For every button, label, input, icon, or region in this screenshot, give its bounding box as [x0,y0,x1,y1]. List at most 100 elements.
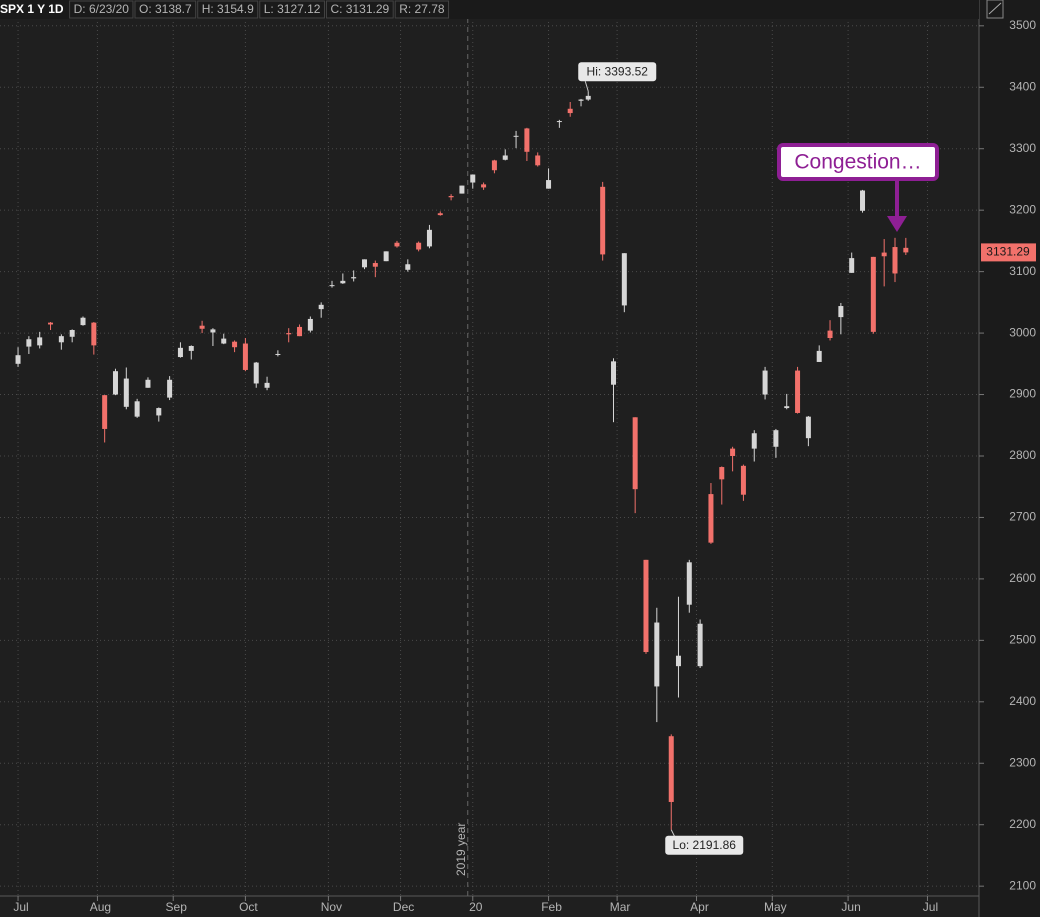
header-field: H: 3154.9 [202,2,254,16]
candle-body [37,337,43,346]
header-field-box [259,0,325,19]
candle-body [491,160,497,171]
candle-body [708,494,714,543]
candle-body [697,623,703,667]
candle-body [578,99,584,101]
y-tick-label: 3500 [1009,18,1036,32]
header-field: D: 6/23/20 [74,2,130,16]
y-tick-label: 2900 [1009,387,1036,401]
candle-body [751,433,757,449]
y-tick-label: 2800 [1009,448,1036,462]
candle-body [372,263,378,267]
lo-label: Lo: 2191.86 [673,838,737,852]
candle-body [242,343,248,370]
candle-body [307,318,313,331]
hi-leader [584,81,589,92]
y-tick-label: 2600 [1009,571,1036,585]
candle-body [740,465,746,495]
candle-body [123,378,129,407]
candle-body [524,128,530,152]
header-field: R: 27.78 [399,2,445,16]
candle-body [91,322,97,346]
candle-body [69,330,75,337]
y-axis-panel [979,0,1040,917]
candle-body [15,355,21,364]
candle-body [394,242,400,247]
x-tick-label: Sep [166,900,188,914]
y-tick-label: 3300 [1009,141,1036,155]
x-tick-label: Mar [610,900,631,914]
candle-body [286,333,292,335]
candle-body [102,395,108,429]
candle-body [668,736,674,802]
header-field: L: 3127.12 [264,2,321,16]
candle-body [556,121,562,123]
candle-body [470,174,476,183]
candle-body [232,341,238,348]
candle-body [177,347,183,358]
candle-body [58,336,64,343]
candle-body [48,322,54,325]
price-tag-label: 3131.29 [986,245,1030,259]
candle-body [600,186,606,255]
candle-body [881,252,887,257]
candle-body [405,264,411,270]
candle-body [773,430,779,447]
candle-body [621,253,627,306]
candle-body [546,180,552,189]
candle-body [654,622,660,687]
x-tick-label: Nov [321,900,342,914]
x-tick-label: 20 [469,900,483,914]
candle-body [188,345,194,351]
candle-body [361,259,367,268]
candle-body [762,370,768,395]
y-tick-label: 2500 [1009,633,1036,647]
candle-body [838,306,844,318]
candle-body [860,190,866,211]
x-tick-label: Oct [239,900,258,914]
candle-body [535,155,541,166]
x-tick-label: Jul [13,900,28,914]
candle-body [827,330,833,338]
candle-body [112,371,118,395]
y-tick-label: 2200 [1009,817,1036,831]
header-field-box [197,0,259,19]
icon [986,0,1004,19]
candle-body [318,304,324,310]
symbol: SPX 1 Y 1D [0,2,64,16]
candle-body [416,242,422,250]
candle-body [134,401,140,417]
candle-body [795,370,801,413]
candle-body [437,213,443,216]
x-tick-label: May [764,900,787,914]
annotation-arrowhead [887,216,907,232]
hi-label: Hi: 3393.52 [587,64,649,78]
x-tick-label: Jul [923,900,938,914]
y-tick-label: 3400 [1009,79,1036,93]
x-tick-label: Aug [90,900,111,914]
candle-body [892,247,898,274]
header-field-box [394,0,450,19]
y-tick-label: 3200 [1009,202,1036,216]
candle-body [805,416,811,439]
candle-body [784,406,790,409]
hi-box [578,62,657,82]
candle-body [459,185,465,194]
x-tick-label: Feb [541,900,562,914]
price-tag [981,243,1036,262]
candle-body [730,448,736,456]
y-tick-label: 2300 [1009,755,1036,769]
candle-body [199,325,205,329]
y-tick-label: 2700 [1009,510,1036,524]
candle-body [275,353,281,355]
candle-body [686,562,692,605]
header-field: C: 3131.29 [330,2,389,16]
header-field-box [69,0,134,19]
plot: 2100 2200 2300 2400 2500 2600 2700 2800 2900 3000… [0,18,1036,914]
candle-body [340,280,346,284]
candle-body [816,350,822,362]
y-tick-label: 2400 [1009,694,1036,708]
candle-body [210,329,216,333]
candle-body [903,247,909,253]
